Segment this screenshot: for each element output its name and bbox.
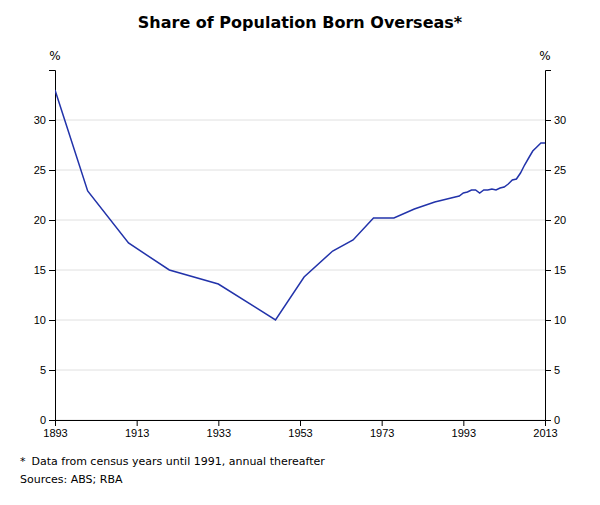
tick-label: 2013 (533, 427, 557, 439)
tick-mark (545, 170, 551, 171)
tick-label: 20 (554, 214, 566, 226)
tick: 1973 (370, 420, 394, 439)
tick-mark (49, 270, 55, 271)
tick-label: 1973 (370, 427, 394, 439)
y2-axis-label: % (539, 49, 550, 63)
tick-label: 1953 (288, 427, 312, 439)
tick-mark (218, 420, 219, 426)
tick: 0 (545, 414, 560, 426)
y2-axis-line (546, 71, 552, 421)
tick-mark (300, 420, 301, 426)
x-axis: 1893 1913 1933 1953 1973 1993 2013 (43, 420, 557, 439)
tick-mark (463, 420, 464, 426)
tick-label: 25 (34, 164, 46, 176)
tick-label: 10 (34, 314, 46, 326)
tick-mark (49, 320, 55, 321)
grid (55, 120, 545, 420)
tick: 25 (34, 164, 55, 176)
tick-label: 1893 (43, 427, 67, 439)
tick-mark (49, 170, 55, 171)
tick: 1993 (452, 420, 476, 439)
x-axis-line (56, 421, 546, 427)
tick: 1893 (43, 420, 67, 439)
tick-label: 20 (34, 214, 46, 226)
tick-label: 15 (34, 264, 46, 276)
tick: 1953 (288, 420, 312, 439)
tick: 25 (545, 164, 566, 176)
tick-label: 10 (554, 314, 566, 326)
title: Share of Population Born Overseas* (138, 13, 463, 32)
tick: 10 (545, 314, 566, 326)
y-axis-line (49, 71, 56, 421)
tick-mark (382, 420, 383, 426)
y-axis-label: % (49, 49, 60, 63)
tick-mark (545, 420, 551, 421)
tick: 1913 (125, 420, 149, 439)
tick-label: 30 (34, 114, 46, 126)
grid-line (55, 270, 545, 271)
tick: 5 (545, 364, 560, 376)
tick-label: 5 (554, 364, 560, 376)
tick-mark (49, 220, 55, 221)
tick: 5 (40, 364, 55, 376)
tick: 15 (34, 264, 55, 276)
tick-label: 1933 (207, 427, 231, 439)
tick-label: 1913 (125, 427, 149, 439)
tick-mark (49, 120, 55, 121)
tick-mark (137, 420, 138, 426)
tick-label: 1993 (452, 427, 476, 439)
sources: Sources: ABS; RBA (20, 473, 123, 486)
footnote-star: * (20, 455, 26, 468)
grid-line (55, 320, 545, 321)
y-axis: 0 5 10 15 20 25 30 (34, 71, 56, 427)
tick-mark (49, 370, 55, 371)
tick-mark (545, 320, 551, 321)
tick-label: 0 (40, 414, 46, 426)
grid-line (55, 370, 545, 371)
y2-axis: 0 5 10 15 20 25 30 (545, 71, 566, 427)
tick: 15 (545, 264, 566, 276)
chart: 1893191319331953197319932013051015202530… (0, 0, 600, 505)
tick-mark (545, 370, 551, 371)
tick-label: 25 (554, 164, 566, 176)
tick: 30 (34, 114, 55, 126)
tick: 0 (40, 414, 55, 426)
tick: 20 (34, 214, 55, 226)
footnote: Data from census years until 1991, annua… (32, 455, 326, 468)
plot-area: 1893191319331953197319932013051015202530… (34, 71, 567, 439)
tick-mark (545, 220, 551, 221)
grid-line (55, 220, 545, 221)
line (55, 90, 545, 320)
tick: 20 (545, 214, 566, 226)
tick-label: 30 (554, 114, 566, 126)
tick-label: 5 (40, 364, 46, 376)
tick-mark (545, 120, 551, 121)
grid-line (55, 120, 545, 121)
tick-label: 15 (554, 264, 566, 276)
grid-line (55, 170, 545, 171)
marks (55, 90, 545, 320)
tick-mark (49, 420, 55, 421)
tick: 10 (34, 314, 55, 326)
tick: 1933 (207, 420, 231, 439)
tick-mark (545, 270, 551, 271)
tick: 30 (545, 114, 566, 126)
tick-label: 0 (554, 414, 560, 426)
